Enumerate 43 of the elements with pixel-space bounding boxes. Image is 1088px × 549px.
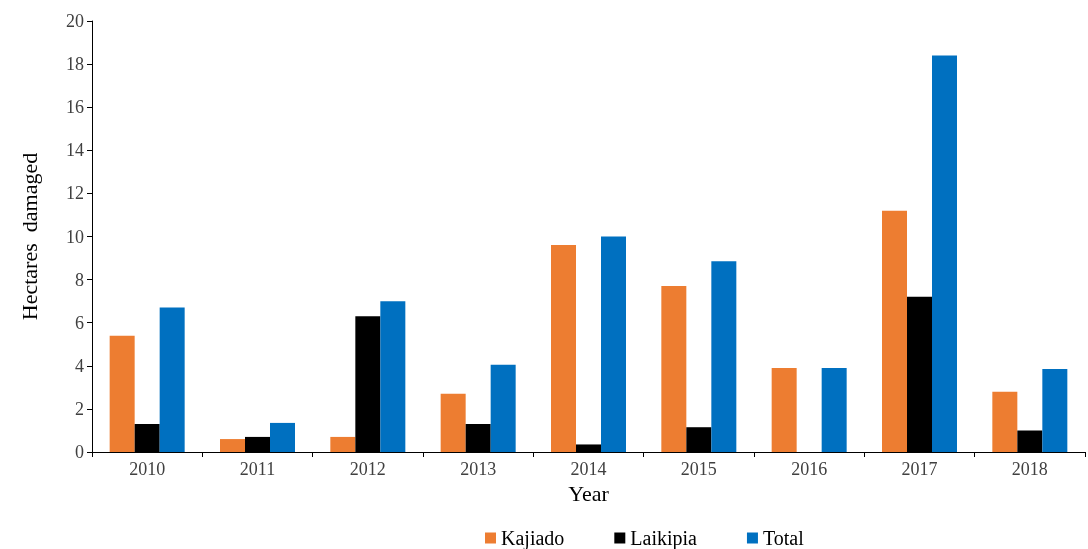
bar [1042, 369, 1068, 452]
legend-label: Kajiado [501, 527, 565, 549]
y-tick-label: 10 [66, 226, 84, 247]
bar [159, 307, 185, 452]
y-tick-label: 6 [75, 312, 84, 333]
y-tick-label: 12 [66, 183, 84, 204]
x-axis-title: Year [568, 481, 610, 507]
bar [661, 286, 687, 452]
bar [490, 364, 516, 452]
y-tick-label: 4 [75, 355, 84, 376]
bar [992, 391, 1018, 452]
x-tick-label: 2014 [570, 459, 607, 479]
y-tick-label: 0 [75, 442, 84, 462]
x-tick-label: 2018 [1011, 459, 1048, 479]
y-tick-label: 8 [75, 269, 84, 290]
y-tick-label: 20 [66, 11, 84, 31]
bar [109, 335, 135, 452]
x-tick-label: 2017 [901, 459, 938, 479]
y-axis-title: Hectares damaged [16, 152, 42, 321]
bar [220, 439, 245, 452]
bar [771, 367, 797, 452]
bar [330, 436, 356, 452]
x-tick-label: 2013 [460, 459, 497, 479]
y-tick-label: 14 [66, 140, 84, 161]
bar [882, 210, 907, 452]
x-tick-label: 2011 [239, 459, 276, 479]
x-tick-label: 2015 [680, 459, 717, 479]
bar [551, 245, 576, 452]
bar [821, 367, 847, 452]
x-tick-label: 2012 [349, 459, 386, 479]
bar [270, 422, 295, 452]
bar [601, 236, 626, 452]
y-tick-label: 18 [66, 54, 84, 75]
y-tick-label: 16 [66, 97, 84, 118]
legend-label: Total [762, 527, 805, 549]
bar [380, 301, 406, 452]
bar [711, 261, 737, 452]
y-tick-label: 2 [75, 398, 84, 419]
bar [932, 55, 957, 452]
x-tick-label: 2010 [129, 459, 166, 479]
bar [440, 393, 466, 452]
legend-label: Laikipia [630, 527, 698, 549]
x-tick-label: 2016 [791, 459, 828, 479]
